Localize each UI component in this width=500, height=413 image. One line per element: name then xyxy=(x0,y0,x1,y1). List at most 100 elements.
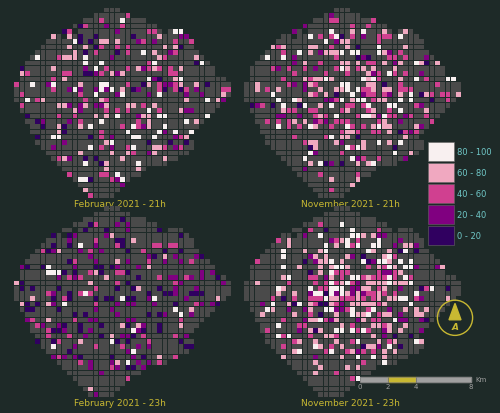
Bar xyxy=(142,265,146,270)
Bar xyxy=(298,292,302,296)
Bar xyxy=(104,135,109,140)
Bar xyxy=(68,334,72,338)
Bar xyxy=(41,313,46,317)
Bar xyxy=(382,104,386,109)
Bar xyxy=(99,56,103,61)
Bar xyxy=(88,318,93,323)
Bar xyxy=(276,286,280,291)
Bar xyxy=(46,249,50,254)
Bar xyxy=(334,217,339,222)
Bar xyxy=(158,355,162,360)
Bar xyxy=(72,56,77,61)
Bar xyxy=(340,275,344,280)
Bar xyxy=(104,307,109,312)
Bar xyxy=(136,45,141,50)
Bar xyxy=(104,381,109,386)
Bar xyxy=(334,328,339,333)
Bar xyxy=(404,40,408,45)
Bar xyxy=(115,77,119,82)
Bar xyxy=(340,135,344,140)
Bar xyxy=(147,56,152,61)
Bar xyxy=(329,14,334,19)
Bar xyxy=(104,72,109,77)
Bar xyxy=(404,35,408,40)
Bar xyxy=(210,302,215,307)
Bar xyxy=(94,183,98,188)
Bar xyxy=(260,328,265,333)
Bar xyxy=(356,217,360,222)
Bar xyxy=(78,366,82,370)
Bar xyxy=(78,178,82,183)
Bar xyxy=(46,275,50,280)
Bar xyxy=(334,286,339,291)
Bar xyxy=(372,265,376,270)
Bar xyxy=(408,265,413,270)
Bar xyxy=(120,228,125,233)
Bar xyxy=(136,162,141,166)
Bar xyxy=(308,35,312,40)
Bar xyxy=(83,30,88,34)
Bar xyxy=(345,286,350,291)
Bar xyxy=(324,178,328,183)
Bar xyxy=(68,302,72,307)
Bar xyxy=(226,281,231,285)
Bar xyxy=(142,83,146,87)
Bar xyxy=(271,67,276,71)
Bar xyxy=(388,275,392,280)
Bar xyxy=(308,286,312,291)
Bar xyxy=(131,334,136,338)
Bar xyxy=(313,286,318,291)
Bar xyxy=(110,9,114,13)
Bar xyxy=(83,376,88,381)
Bar xyxy=(356,292,360,296)
Bar xyxy=(94,318,98,323)
Bar xyxy=(152,270,156,275)
Bar xyxy=(408,67,413,71)
Bar xyxy=(68,141,72,145)
Bar xyxy=(83,381,88,386)
Bar xyxy=(244,83,249,87)
Bar xyxy=(377,270,382,275)
Bar xyxy=(205,104,210,109)
Bar xyxy=(68,360,72,365)
Bar xyxy=(162,56,168,61)
Bar xyxy=(419,318,424,323)
Bar xyxy=(324,371,328,375)
Bar xyxy=(308,223,312,228)
Bar xyxy=(56,135,62,140)
Bar xyxy=(324,120,328,124)
Bar xyxy=(334,328,339,333)
Bar xyxy=(83,56,88,61)
Bar xyxy=(388,339,392,344)
Bar xyxy=(56,307,62,312)
Bar xyxy=(194,88,199,93)
Bar xyxy=(184,114,188,119)
Bar xyxy=(88,297,93,301)
Bar xyxy=(345,376,350,381)
Bar xyxy=(99,88,103,93)
Bar xyxy=(430,56,434,61)
Bar xyxy=(184,83,188,87)
Bar xyxy=(255,286,260,291)
Bar xyxy=(194,260,199,264)
Bar xyxy=(372,344,376,349)
Bar xyxy=(388,130,392,135)
Bar xyxy=(52,40,56,45)
Bar xyxy=(162,51,168,56)
Bar xyxy=(174,307,178,312)
Bar xyxy=(88,35,93,40)
Bar xyxy=(120,254,125,259)
Bar xyxy=(162,56,168,61)
Bar xyxy=(99,360,103,365)
Bar xyxy=(72,318,77,323)
Bar xyxy=(372,83,376,87)
Bar xyxy=(292,56,296,61)
Bar xyxy=(52,297,56,301)
Bar xyxy=(430,265,434,270)
Bar xyxy=(189,344,194,349)
Bar xyxy=(361,77,366,82)
Bar xyxy=(99,141,103,145)
Bar xyxy=(430,104,434,109)
Bar xyxy=(110,157,114,161)
Bar xyxy=(25,98,29,103)
